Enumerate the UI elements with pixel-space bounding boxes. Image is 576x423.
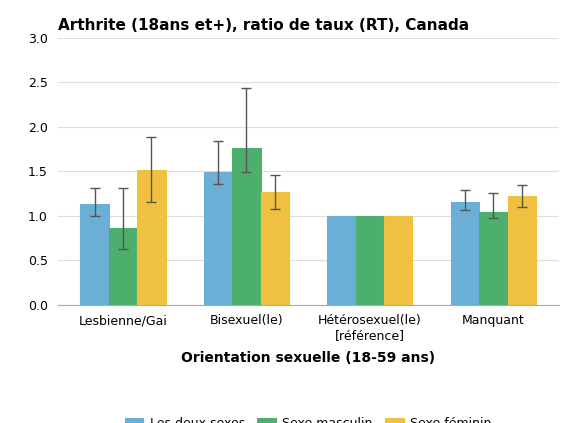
Legend: Les deux sexes, Sexe masculin, Sexe féminin: Les deux sexes, Sexe masculin, Sexe fémi…: [120, 412, 497, 423]
Bar: [232, 148, 260, 305]
Bar: [327, 216, 356, 305]
Bar: [507, 196, 536, 305]
Text: Arthrite (18ans et+), ratio de taux (RT), Canada: Arthrite (18ans et+), ratio de taux (RT)…: [58, 18, 469, 33]
X-axis label: Orientation sexuelle (18-59 ans): Orientation sexuelle (18-59 ans): [181, 351, 435, 365]
Bar: [204, 172, 232, 305]
Bar: [260, 192, 289, 305]
Bar: [479, 212, 507, 305]
Bar: [81, 204, 109, 305]
Bar: [451, 203, 479, 305]
Bar: [356, 216, 384, 305]
Bar: [384, 216, 412, 305]
Bar: [109, 228, 137, 305]
Bar: [137, 170, 165, 305]
